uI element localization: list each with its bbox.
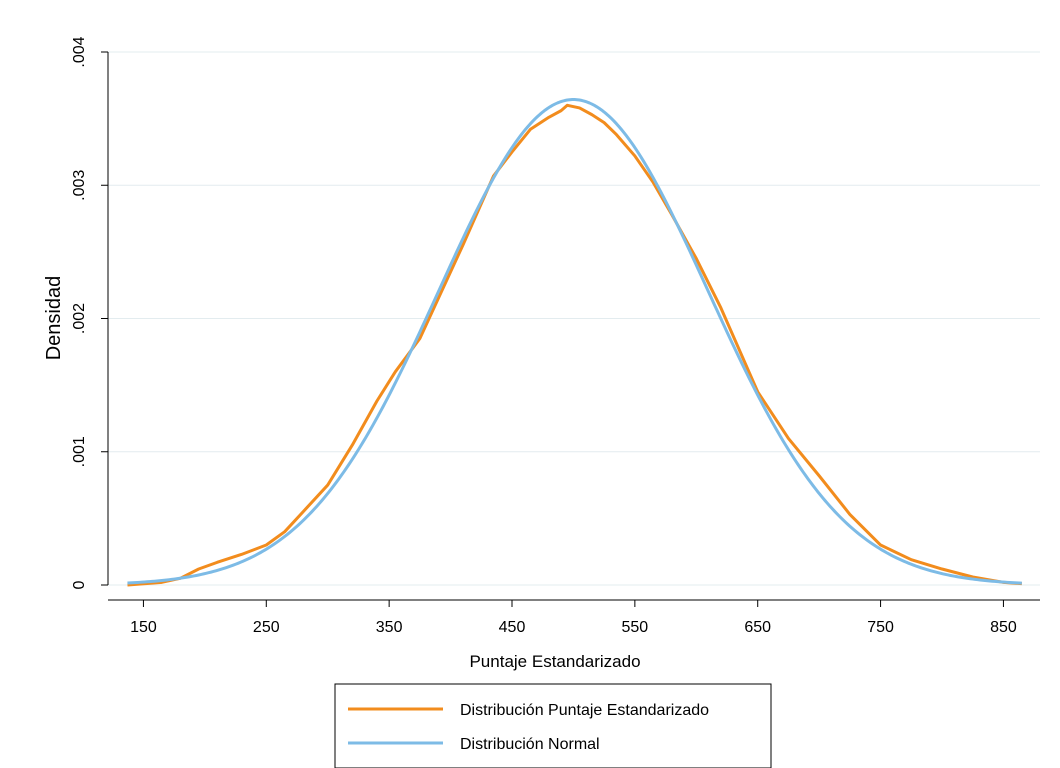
legend: Distribución Puntaje Estandarizado Distr… — [334, 683, 772, 768]
x-axis-title: Puntaje Estandarizado — [469, 652, 640, 671]
series-line-puntaje — [127, 103, 1022, 587]
series-line-normal — [127, 98, 1022, 585]
x-tick-label: 150 — [130, 619, 157, 636]
axes — [107, 52, 1040, 601]
x-tick-label: 750 — [867, 619, 894, 636]
legend-box — [334, 683, 772, 768]
y-axis-title: Densidad — [43, 276, 65, 361]
legend-label-puntaje: Distribución Puntaje Estandarizado — [460, 702, 709, 719]
y-tick-label: .002 — [71, 303, 88, 334]
x-tick-label: 650 — [744, 619, 771, 636]
ticks: 0 .001 .002 .003 .004 150 250 350 450 550 650 750 85… — [71, 36, 1017, 636]
x-tick-label: 550 — [622, 619, 649, 636]
x-tick-label: 850 — [990, 619, 1017, 636]
legend-label-normal: Distribución Normal — [460, 736, 600, 753]
y-tick-label: .003 — [71, 170, 88, 201]
x-tick-label: 450 — [499, 619, 526, 636]
series-lines — [127, 98, 1022, 587]
y-tick-label: 0 — [71, 580, 88, 589]
x-tick-label: 250 — [253, 619, 280, 636]
x-tick-label: 350 — [376, 619, 403, 636]
y-tick-label: .004 — [71, 36, 88, 67]
grid-lines — [108, 51, 1040, 586]
y-tick-label: .001 — [71, 436, 88, 467]
